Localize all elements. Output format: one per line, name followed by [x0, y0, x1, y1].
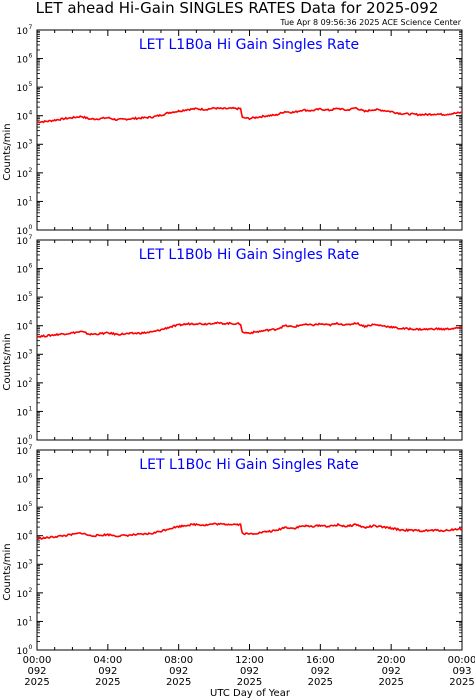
y-tick-label: 10 — [17, 266, 29, 276]
panel-title: LET L1B0b Hi Gain Singles Rate — [139, 247, 360, 263]
x-tick-label-time: 04:00 — [93, 655, 122, 666]
y-tick-label: 10 — [17, 504, 29, 514]
y-tick-label: 10 — [17, 351, 29, 361]
x-tick-label-doy: 092 — [98, 666, 117, 677]
x-tick-label-doy: 092 — [382, 666, 401, 677]
x-tick-label-year: 2025 — [308, 677, 333, 688]
x-tick-label-year: 2025 — [237, 677, 262, 688]
y-tick-exponent: 5 — [29, 291, 33, 298]
x-tick-label-time: 16:00 — [306, 655, 335, 666]
y-tick-exponent: 3 — [29, 348, 33, 355]
panel-title: LET L1B0c Hi Gain Singles Rate — [139, 457, 358, 473]
y-tick-label: 10 — [17, 170, 29, 180]
y-tick-exponent: 3 — [29, 558, 33, 565]
series-line — [36, 321, 463, 339]
panel-title: LET L1B0a Hi Gain Singles Rate — [139, 37, 359, 53]
series-line — [36, 106, 463, 124]
plot-frame — [36, 449, 463, 651]
x-tick-label-time: 12:00 — [235, 655, 264, 666]
y-tick-exponent: 2 — [29, 377, 33, 384]
y-tick-label: 10 — [17, 533, 29, 543]
y-tick-exponent: 2 — [29, 167, 33, 174]
x-tick-label-doy: 092 — [311, 666, 330, 677]
y-tick-exponent: 5 — [29, 501, 33, 508]
y-tick-label: 10 — [17, 561, 29, 571]
series-line — [36, 522, 463, 540]
y-tick-label: 10 — [17, 84, 29, 94]
x-tick-label-year: 2025 — [95, 677, 120, 688]
y-tick-label: 10 — [17, 56, 29, 66]
y-tick-exponent: 4 — [29, 530, 33, 537]
x-tick-label-year: 2025 — [449, 677, 474, 688]
x-tick-label-year: 2025 — [166, 677, 191, 688]
x-axis-tick-labels: 00:00092202504:00092202508:00092202512:0… — [23, 655, 475, 688]
y-tick-label: 10 — [17, 198, 29, 208]
y-tick-label: 10 — [17, 618, 29, 628]
y-axis-label: Counts/min — [2, 123, 13, 180]
y-tick-exponent: 6 — [29, 53, 33, 60]
y-tick-label: 10 — [17, 476, 29, 486]
y-tick-exponent: 6 — [29, 263, 33, 270]
x-tick-label-time: 08:00 — [164, 655, 193, 666]
y-tick-label: 10 — [17, 294, 29, 304]
x-tick-label-year: 2025 — [24, 677, 49, 688]
y-tick-exponent: 3 — [29, 138, 33, 145]
y-tick-label: 10 — [17, 408, 29, 418]
y-tick-exponent: 5 — [29, 81, 33, 88]
y-tick-label: 10 — [17, 437, 29, 447]
y-tick-exponent: 6 — [29, 473, 33, 480]
y-tick-label: 10 — [17, 237, 29, 247]
y-tick-label: 10 — [17, 323, 29, 333]
y-tick-exponent: 2 — [29, 587, 33, 594]
y-tick-exponent: 7 — [29, 24, 33, 31]
y-tick-label: 10 — [17, 141, 29, 151]
generation-timestamp: Tue Apr 8 09:56:36 2025 ACE Science Cent… — [279, 18, 461, 27]
y-tick-label: 10 — [17, 380, 29, 390]
y-tick-exponent: 1 — [29, 405, 33, 412]
x-tick-label-time: 00:00 — [23, 655, 52, 666]
x-tick-label-year: 2025 — [378, 677, 403, 688]
y-tick-exponent: 1 — [29, 615, 33, 622]
y-tick-exponent: 7 — [29, 444, 33, 451]
y-tick-exponent: 7 — [29, 234, 33, 241]
x-tick-label-doy: 092 — [240, 666, 259, 677]
y-tick-label: 10 — [17, 227, 29, 237]
y-tick-exponent: 4 — [29, 110, 33, 117]
y-tick-label: 10 — [17, 113, 29, 123]
y-axis-label: Counts/min — [2, 333, 13, 390]
y-tick-label: 10 — [17, 27, 29, 37]
y-tick-exponent: 1 — [29, 195, 33, 202]
figure-title: LET ahead Hi-Gain SINGLES RATES Data for… — [36, 0, 439, 17]
x-tick-label-doy: 093 — [452, 666, 471, 677]
plot-frame — [36, 239, 463, 441]
y-axis-label: Counts/min — [2, 543, 13, 600]
y-tick-exponent: 0 — [29, 434, 33, 441]
x-tick-label-doy: 092 — [27, 666, 46, 677]
x-tick-label-time: 00:00 — [448, 655, 475, 666]
y-tick-exponent: 0 — [29, 644, 33, 651]
x-tick-label-time: 20:00 — [377, 655, 406, 666]
x-axis-label: UTC Day of Year — [210, 688, 291, 699]
y-tick-label: 10 — [17, 590, 29, 600]
plot-frame — [36, 29, 463, 231]
y-tick-exponent: 0 — [29, 224, 33, 231]
x-tick-label-doy: 092 — [169, 666, 188, 677]
y-tick-exponent: 4 — [29, 320, 33, 327]
y-tick-label: 10 — [17, 647, 29, 657]
y-tick-label: 10 — [17, 447, 29, 457]
